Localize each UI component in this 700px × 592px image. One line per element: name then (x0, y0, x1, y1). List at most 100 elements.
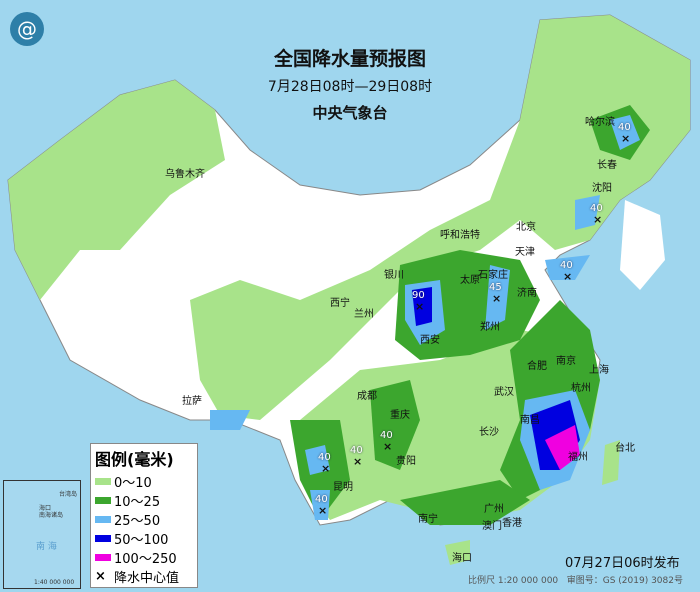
rain-25-50 (575, 195, 600, 230)
rain-25-50 (610, 115, 640, 150)
cma-logo: @ (10, 12, 44, 46)
rain-center-value: 40 (318, 452, 331, 463)
rain-25-50 (545, 255, 590, 280)
city-label: 澳门 (482, 521, 502, 532)
inset-label: 南海诸岛 (39, 512, 64, 519)
rain-center-value: 40 (315, 494, 328, 505)
rain-25-50 (310, 490, 330, 520)
inset-label: 台湾岛 (59, 491, 78, 498)
city-label: 合肥 (527, 361, 547, 372)
legend-swatch (95, 497, 111, 504)
rain-center-value: 40 (618, 122, 631, 133)
cross-icon: × (353, 455, 363, 468)
city-label: 成都 (357, 391, 377, 402)
hainan (445, 540, 470, 565)
city-label: 西宁 (330, 298, 350, 309)
legend-item-center: × 降水中心值 (95, 567, 193, 586)
legend-label: 降水中心值 (114, 571, 180, 586)
rain-100-250 (545, 425, 580, 470)
legend-label: 100～250 (114, 552, 177, 567)
legend-item: 100～250 (95, 548, 193, 567)
rain-center-value: 40 (350, 445, 363, 456)
korea (620, 200, 665, 290)
city-label: 郑州 (480, 322, 500, 333)
review-number: 审图号：GS (2019) 3082号 (566, 576, 683, 586)
rain-center-value: 40 (560, 260, 573, 271)
rain-center-value: 40 (590, 203, 603, 214)
cross-icon: × (593, 213, 603, 226)
map-title: 全国降水量预报图 (273, 48, 426, 70)
rain-25-50 (485, 265, 510, 330)
legend-item: 0～10 (95, 472, 193, 491)
rain-0-10 (190, 15, 690, 420)
cross-icon: × (383, 440, 393, 453)
legend: 图例(毫米) 0～10 10～25 25～50 50～100 100～250 × 降水中心… (90, 443, 198, 588)
legend-swatch (95, 516, 111, 523)
forecast-period: 7月28日08时—29日08时 (267, 79, 433, 95)
city-label: 太原 (460, 275, 480, 286)
city-label: 杭州 (571, 383, 591, 394)
legend-label: 25～50 (114, 514, 161, 529)
inset-scale: 1:40 000 000 (34, 579, 75, 586)
city-label: 上海 (589, 365, 609, 376)
city-label: 西安 (420, 335, 440, 346)
rain-10-25 (370, 380, 420, 470)
city-label: 南昌 (520, 415, 540, 426)
rain-center-value: 40 (380, 430, 393, 441)
cross-icon: × (318, 504, 328, 517)
city-label: 长沙 (479, 427, 499, 438)
city-label: 台北 (615, 443, 635, 454)
rain-center-value: 45 (489, 282, 502, 293)
cross-icon: × (621, 132, 631, 145)
issuer: 中央气象台 (312, 104, 388, 122)
city-label: 呼和浩特 (440, 230, 480, 241)
city-label: 南京 (556, 356, 576, 367)
city-label: 天津 (515, 247, 535, 258)
city-label: 南宁 (418, 514, 438, 525)
legend-label: 50～100 (114, 533, 169, 548)
city-label: 济南 (517, 288, 537, 299)
city-label: 拉萨 (182, 396, 202, 407)
legend-title: 图例(毫米) (95, 450, 174, 469)
city-label: 哈尔滨 (585, 117, 615, 128)
city-label: 昆明 (333, 482, 353, 493)
cross-icon: × (95, 569, 106, 584)
legend-label: 10～25 (114, 495, 161, 510)
city-label: 乌鲁木齐 (165, 169, 205, 180)
rain-25-50 (210, 410, 250, 430)
rain-0-10 (8, 80, 225, 300)
map-scale: 比例尺 1:20 000 000 (468, 576, 559, 586)
city-label: 贵阳 (396, 456, 416, 467)
city-label: 兰州 (354, 309, 374, 320)
cross-icon: × (492, 292, 502, 305)
city-label: 长春 (597, 160, 617, 171)
scale-and-review: 比例尺 1:20 000 000 审图号：GS (2019) 3082号 (468, 573, 683, 586)
city-label: 银川 (384, 270, 404, 281)
cross-icon: × (563, 270, 573, 283)
inset-label: 海口 (39, 505, 52, 512)
city-label: 香港 (502, 518, 522, 529)
city-label: 重庆 (390, 410, 410, 421)
legend-item: 10～25 (95, 491, 193, 510)
issue-time: 07月27日06时发布 (565, 556, 680, 571)
city-label: 北京 (516, 222, 536, 233)
legend-swatch (95, 478, 111, 485)
rain-50-100 (412, 287, 432, 326)
south-china-sea-inset: 海口 南海诸岛 南 海 台湾岛 1:40 000 000 (3, 480, 81, 589)
city-label: 海口 (452, 553, 472, 564)
taiwan (602, 440, 620, 485)
legend-swatch (95, 535, 111, 542)
inset-label: 南 海 (36, 542, 57, 552)
legend-label: 0～10 (114, 476, 152, 491)
legend-swatch (95, 554, 111, 561)
cross-icon: × (321, 462, 331, 475)
legend-item: 25～50 (95, 510, 193, 529)
city-label: 福州 (568, 452, 588, 463)
city-label: 沈阳 (592, 183, 612, 194)
rain-10-25 (400, 480, 530, 525)
rain-center-value: 90 (412, 290, 425, 301)
city-label: 武汉 (494, 387, 514, 398)
cross-icon: × (415, 300, 425, 313)
rain-25-50 (305, 445, 330, 475)
